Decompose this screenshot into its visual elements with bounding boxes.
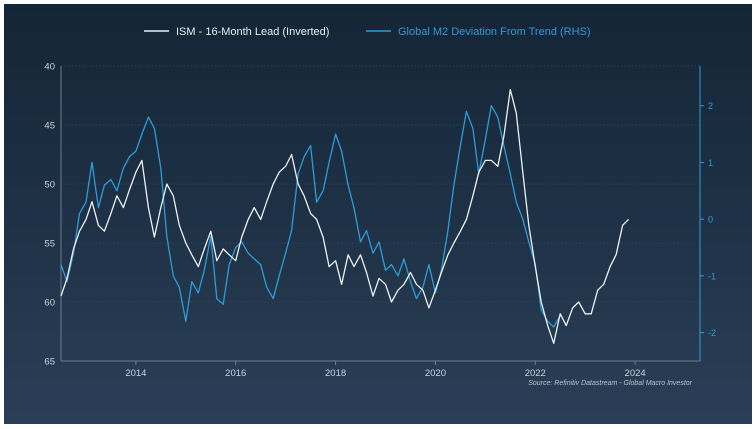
left-tick-label: 45 [44,121,55,132]
series-line-ism [60,88,630,344]
gridlines [61,65,700,303]
left-tick-label: 55 [44,239,55,250]
right-axis-ticks: 2 1 0 -1 -2 [700,101,716,338]
right-tick-label: -2 [708,328,716,338]
x-tick-label: 2018 [325,368,346,379]
x-tick-label: 2016 [225,368,246,379]
right-tick-label: 2 [708,101,713,111]
left-tick-label: 40 [44,62,55,73]
x-axis-ticks: 2014 2016 2018 2020 2022 2024 [125,361,646,379]
series-line-global-m2 [60,105,561,328]
source-note: Source: Refinitiv Datastream - Global Ma… [528,380,692,387]
x-tick-label: 2020 [425,368,446,379]
right-tick-label: 1 [708,158,713,168]
chart-panel: ISM - 16-Month Lead (Inverted) Global M2… [4,4,752,424]
left-tick-label: 50 [44,180,55,191]
left-axis-ticks: 40 45 50 55 60 65 [44,62,55,368]
x-tick-label: 2014 [125,368,146,379]
legend: ISM - 16-Month Lead (Inverted) Global M2… [144,26,591,38]
left-tick-label: 60 [44,298,55,309]
left-tick-label: 65 [44,357,55,368]
chart-canvas: ISM - 16-Month Lead (Inverted) Global M2… [44,26,716,387]
right-tick-label: -1 [708,271,716,281]
legend-ism-label: ISM - 16-Month Lead (Inverted) [176,26,329,38]
right-tick-label: 0 [708,215,713,225]
x-tick-label: 2024 [625,368,646,379]
x-tick-label: 2022 [525,368,546,379]
legend-m2-label: Global M2 Deviation From Trend (RHS) [398,26,591,38]
